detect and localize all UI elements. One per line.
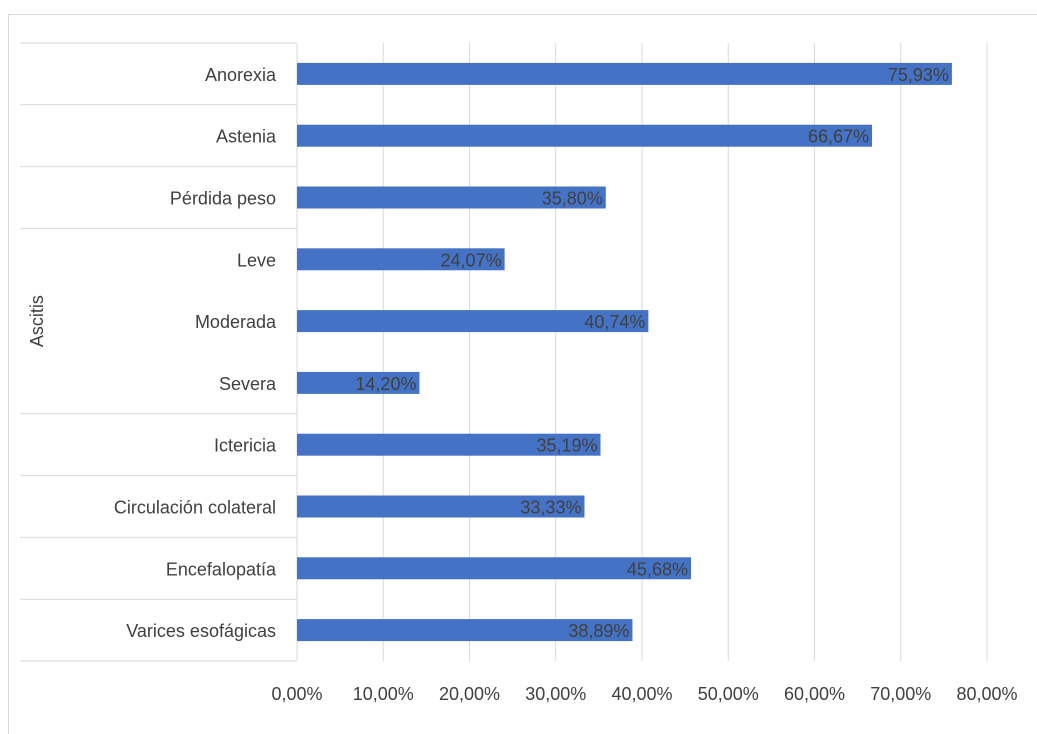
- bar-0: [297, 62, 952, 85]
- data-label-7: 33,33%: [520, 498, 581, 518]
- bar-3: [297, 248, 505, 271]
- data-label-8: 45,68%: [627, 559, 688, 579]
- x-tick-label-2: 20,00%: [439, 684, 500, 704]
- category-label-8: Encefalopatía: [166, 559, 277, 579]
- data-label-4: 40,74%: [584, 312, 645, 332]
- category-label-6: Ictericia: [214, 436, 277, 456]
- category-label-2: Pérdida peso: [170, 189, 276, 209]
- category-label-3: Leve: [237, 250, 276, 270]
- category-label-0: Anorexia: [205, 65, 277, 85]
- bar-7: [297, 495, 585, 518]
- data-label-9: 38,89%: [568, 621, 629, 641]
- category-label-9: Varices esofágicas: [126, 621, 276, 641]
- data-label-1: 66,67%: [808, 127, 869, 147]
- data-label-3: 24,07%: [441, 250, 502, 270]
- x-tick-label-3: 30,00%: [525, 684, 586, 704]
- category-label-4: Moderada: [195, 312, 277, 332]
- bar-9: [297, 619, 633, 642]
- bar-1: [297, 124, 873, 147]
- data-label-5: 14,20%: [355, 374, 416, 394]
- chart-frame: [8, 14, 1037, 734]
- x-tick-label-5: 50,00%: [698, 684, 759, 704]
- category-label-1: Astenia: [216, 127, 277, 147]
- category-label-7: Circulación colateral: [114, 498, 276, 518]
- bar-6: [297, 433, 601, 456]
- bar-4: [297, 310, 649, 333]
- bar-5: [297, 371, 420, 394]
- data-label-0: 75,93%: [888, 65, 949, 85]
- data-label-2: 35,80%: [542, 189, 603, 209]
- x-tick-label-0: 0,00%: [271, 684, 322, 704]
- bar-chart: 75,93% Anorexia 66,67% Astenia 35,80% Pérdida…: [20, 42, 1018, 704]
- x-tick-label-7: 70,00%: [870, 684, 931, 704]
- group-label-ascitis: Ascitis: [27, 295, 47, 347]
- x-tick-label-1: 10,00%: [353, 684, 414, 704]
- x-tick-label-6: 60,00%: [784, 684, 845, 704]
- x-tick-label-8: 80,00%: [956, 684, 1017, 704]
- bar-2: [297, 186, 606, 209]
- x-tick-label-4: 40,00%: [611, 684, 672, 704]
- data-label-6: 35,19%: [536, 436, 597, 456]
- bar-8: [297, 557, 691, 580]
- category-label-5: Severa: [219, 374, 277, 394]
